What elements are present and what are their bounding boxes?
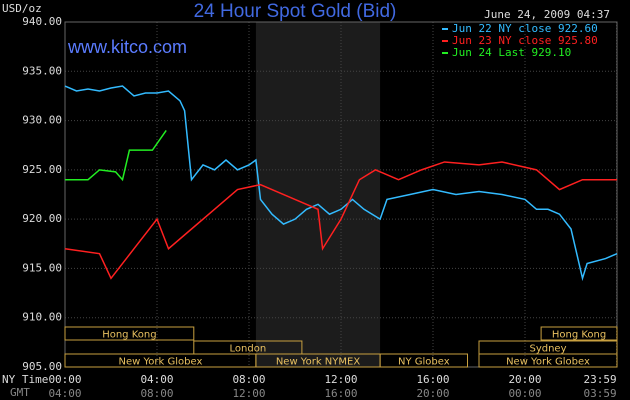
legend-label: Jun 22 NY close 922.60	[452, 22, 598, 35]
timestamp: June 24, 2009 04:37	[484, 8, 610, 21]
session-label: London	[230, 344, 267, 355]
y-axis-unit: USD/oz	[2, 2, 42, 15]
session-shade	[255, 22, 381, 367]
x2-axis-label: GMT	[10, 386, 30, 399]
x-tick-label: 23:59	[583, 373, 616, 386]
y-tick-label: 935.00	[22, 64, 62, 77]
legend-label: Jun 23 NY close 925.80	[452, 34, 598, 47]
x-tick-label: 16:00	[416, 373, 449, 386]
session-label: Sydney	[529, 344, 566, 355]
series-line	[64, 161, 617, 280]
session-box	[478, 353, 618, 368]
session-box	[379, 353, 469, 368]
session-box	[64, 326, 195, 341]
session-box	[540, 326, 618, 341]
x-tick-label: 12:00	[324, 373, 357, 386]
session-label: New York NYMEX	[276, 357, 361, 368]
x2-tick-label: 04:00	[48, 387, 81, 400]
y-tick-label: 920.00	[22, 212, 62, 225]
y-tick-label: 905.00	[22, 360, 62, 373]
y-tick-label: 910.00	[22, 311, 62, 324]
x-tick-label: 00:00	[48, 373, 81, 386]
x2-tick-label: 00:00	[508, 387, 541, 400]
session-label: New York Globex	[119, 357, 203, 368]
chart-title: 24 Hour Spot Gold (Bid)	[194, 1, 397, 22]
x-axis-label: NY Time	[2, 373, 48, 386]
x-tick-label: 04:00	[140, 373, 173, 386]
x2-tick-label: 16:00	[324, 387, 357, 400]
x-tick-label: 20:00	[508, 373, 541, 386]
session-label: Hong Kong	[552, 330, 606, 341]
y-tick-label: 915.00	[22, 261, 62, 274]
series-line	[64, 85, 618, 282]
session-label: New York Globex	[506, 357, 590, 368]
series-line	[65, 129, 167, 182]
y-tick-label: 930.00	[22, 114, 62, 127]
y-tick-label: 925.00	[22, 163, 62, 176]
site-label: www.kitco.com	[67, 37, 187, 57]
x-tick-label: 08:00	[232, 373, 265, 386]
session-label: NY Globex	[398, 357, 450, 368]
legend-label: Jun 24 Last 929.10	[452, 46, 571, 59]
session-label: Hong Kong	[102, 330, 156, 341]
x2-tick-label: 12:00	[232, 387, 265, 400]
x2-tick-label: 03:59	[583, 387, 616, 400]
x2-tick-label: 20:00	[416, 387, 449, 400]
x2-tick-label: 08:00	[140, 387, 173, 400]
y-tick-label: 940.00	[22, 15, 62, 28]
